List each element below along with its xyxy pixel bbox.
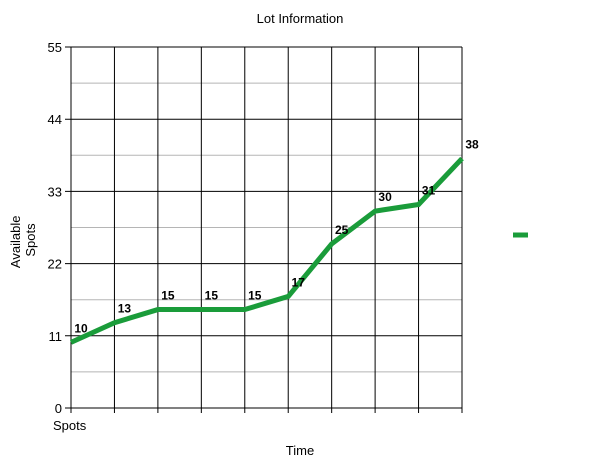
y-axis-label-line-2: Spots xyxy=(23,223,38,257)
chart-title: Lot Information xyxy=(257,11,344,26)
data-label: 15 xyxy=(205,289,219,303)
data-label: 17 xyxy=(292,275,306,289)
y-tick-label: 22 xyxy=(48,257,62,272)
gridlines xyxy=(65,46,463,413)
y-axis-label: Available Spots xyxy=(8,212,38,268)
data-label: 38 xyxy=(465,138,479,152)
y-tick-label: 11 xyxy=(49,329,63,344)
data-label: 15 xyxy=(161,289,175,303)
x-axis-label: Time xyxy=(286,443,314,458)
data-label: 30 xyxy=(378,190,392,204)
y-tick-label: 55 xyxy=(48,40,62,55)
y-tick-label: 44 xyxy=(48,112,62,127)
y-tick-label: 0 xyxy=(55,401,62,416)
data-label: 25 xyxy=(335,223,349,237)
y-axis: 0 11 22 33 44 55 xyxy=(48,40,62,416)
x-axis: Spots xyxy=(53,418,87,433)
data-label: 31 xyxy=(422,184,436,198)
series-line xyxy=(69,156,464,345)
data-label: 15 xyxy=(248,289,262,303)
data-label: 13 xyxy=(118,302,132,316)
x-tick-label: Spots xyxy=(53,418,87,433)
y-axis-label-line-1: Available xyxy=(8,216,23,269)
y-tick-label: 33 xyxy=(48,184,62,199)
series-line-group xyxy=(69,156,464,345)
data-label: 10 xyxy=(74,321,88,335)
data-labels: 10 13 15 15 15 17 25 30 31 38 xyxy=(74,138,479,336)
